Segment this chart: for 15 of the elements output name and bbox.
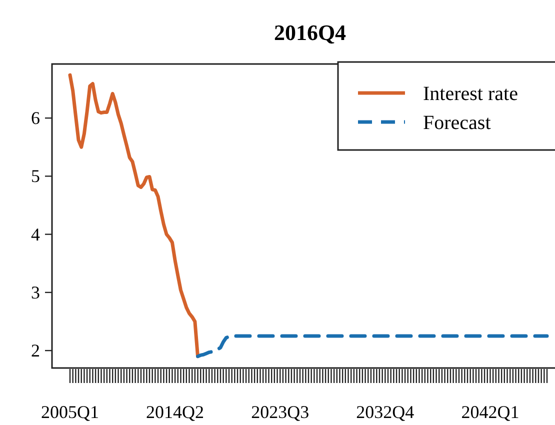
y-tick-label: 6 [31,108,40,128]
x-tick-label: 2005Q1 [41,402,99,422]
x-tick-label: 2023Q3 [251,402,310,422]
y-tick-label: 4 [31,224,40,244]
x-tick-label: 2042Q1 [461,402,520,422]
line-series [196,334,549,358]
line-series [68,73,200,358]
y-tick-label: 5 [31,166,40,186]
x-tick-label: 2014Q2 [146,402,204,422]
y-tick-label: 3 [31,282,40,302]
legend-label: Forecast [423,112,492,134]
y-tick-label: 2 [31,340,40,361]
x-tick-label: 2032Q4 [356,402,414,422]
chart-title: 2016Q4 [274,20,346,45]
legend-label: Interest rate [423,83,518,105]
